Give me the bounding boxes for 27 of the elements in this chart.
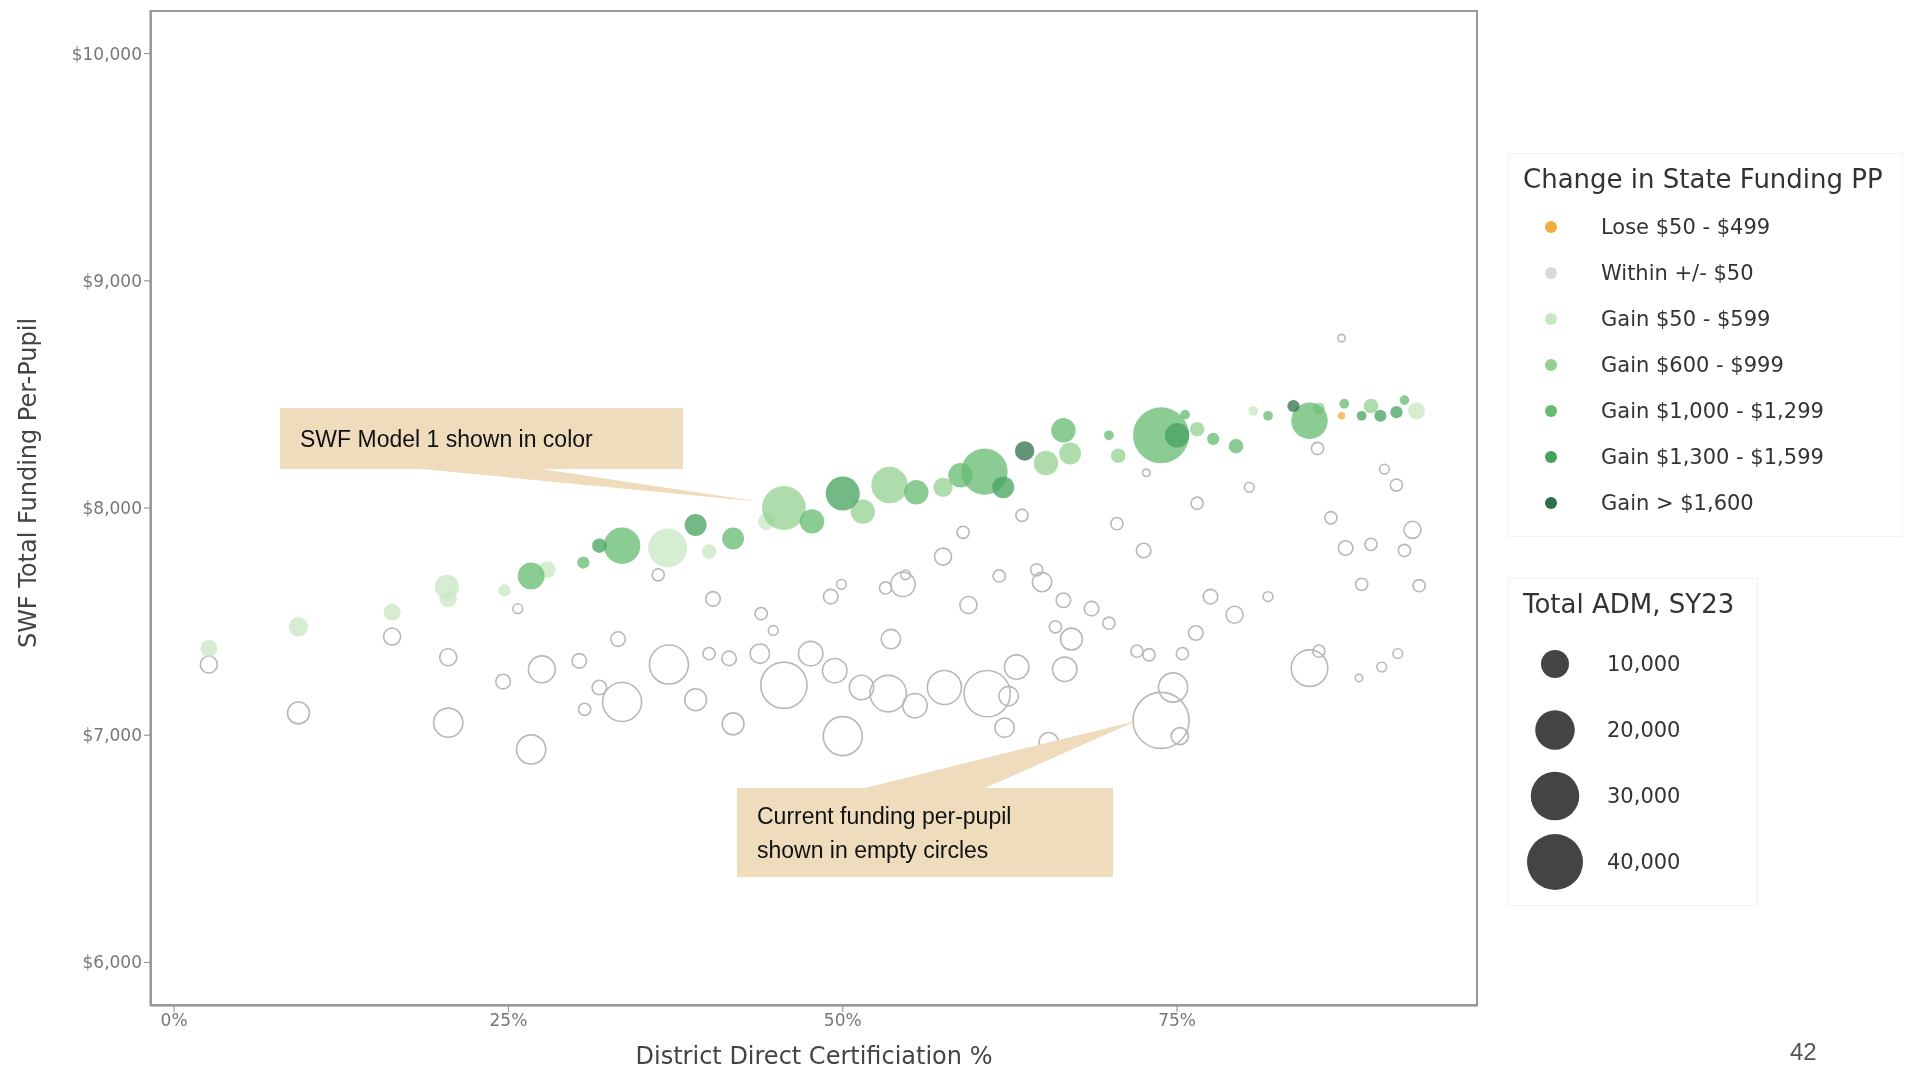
x-axis-title: District Direct Certificiation % [635, 1042, 993, 1070]
text: Total ADM, SY23 [1523, 589, 1736, 619]
annotation: SWF Model 1 shown in color [300, 425, 594, 452]
y-tick-label: $9,000 [82, 270, 142, 291]
legend-title: Change in State Funding PP [1523, 164, 1884, 194]
legend-label: Lose $50 - $499 [1601, 215, 1771, 239]
x-tick-label: 75% [1158, 1010, 1196, 1031]
legend-label: Gain $1,300 - $1,599 [1601, 445, 1824, 469]
legend-label: 40,000 [1607, 850, 1681, 874]
y-tick-label: $8,000 [82, 498, 142, 519]
legend-label: Gain > $1,600 [1601, 491, 1754, 515]
legend-label: Gain $50 - $599 [1601, 307, 1771, 331]
legend-label: Gain $1,000 - $1,299 [1601, 399, 1824, 423]
y-tick-label: $7,000 [82, 725, 142, 746]
text: 42 [1790, 1038, 1817, 1066]
y-tick-label: $6,000 [82, 952, 142, 973]
legend-label: Within +/- $50 [1601, 261, 1754, 285]
legend-label: 20,000 [1607, 718, 1681, 742]
y-tick-label: $10,000 [71, 43, 142, 64]
legend-label: 10,000 [1607, 652, 1681, 676]
annotation: Current funding per-pupil shown in empty circles [757, 802, 1012, 863]
x-tick-label: 25% [489, 1010, 528, 1031]
legend-label: 30,000 [1607, 784, 1681, 808]
x-tick-label: 0% [160, 1010, 188, 1031]
legend-label: Gain $600 - $999 [1601, 353, 1784, 377]
x-tick-label: 50% [823, 1010, 862, 1031]
y-axis-title: SWF Total Funding Per-Pupil [14, 317, 42, 649]
